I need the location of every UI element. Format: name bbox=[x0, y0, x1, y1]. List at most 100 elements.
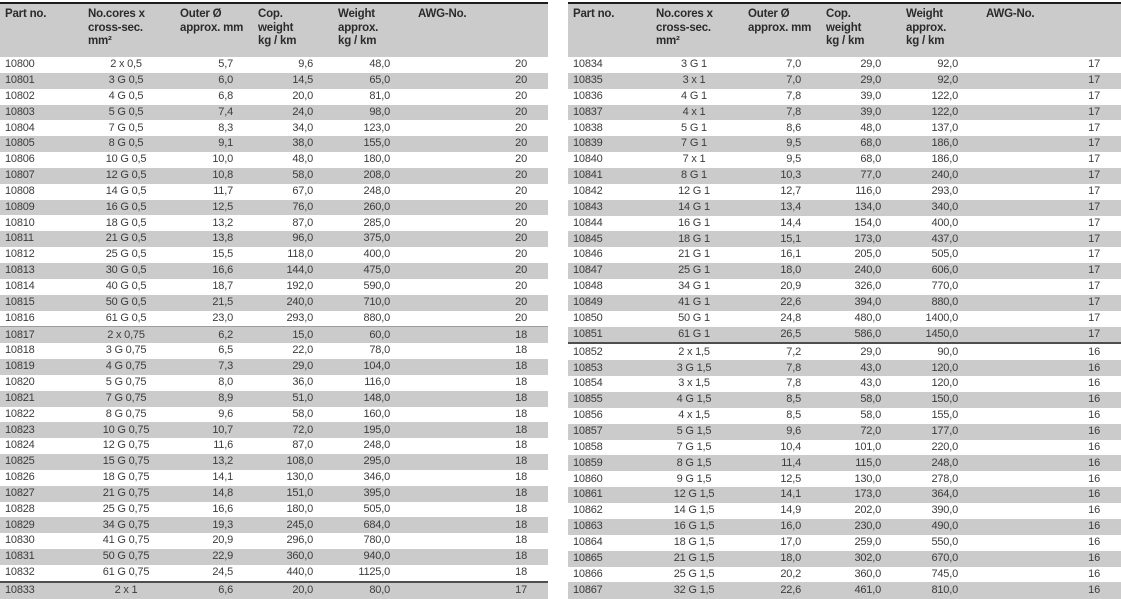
cell-cores-cross-sec: 12 G 0,5 bbox=[80, 167, 172, 184]
cell-awg-no: 20 bbox=[515, 248, 527, 261]
cell-weight-approx: 475,0 bbox=[330, 262, 410, 279]
cell-copper-weight: 118,0 bbox=[287, 248, 313, 261]
cell-outer-diameter: 6,5 bbox=[218, 344, 233, 357]
cell-cores-cross-sec: 50 G 0,75 bbox=[80, 549, 172, 565]
cell-copper-weight: 20,0 bbox=[292, 89, 313, 102]
cell-copper-weight: 116,0 bbox=[855, 185, 881, 198]
table-row: 10862 14 G 1,5 14,9 202,0 390,0 16 bbox=[568, 503, 1121, 519]
cell-part-no: 10860 bbox=[573, 472, 603, 485]
cell-part-no: 10847 bbox=[568, 263, 648, 280]
cell-copper-weight: 43,0 bbox=[860, 377, 881, 390]
cell-cores-cross-sec: 12 G 0,75 bbox=[102, 439, 150, 452]
cell-outer-diameter: 9,6 bbox=[740, 423, 818, 440]
cell-copper-weight: 259,0 bbox=[854, 535, 881, 548]
col-header-copper-weight: Cop. weight kg / km bbox=[250, 3, 330, 57]
cell-copper-weight: 151,0 bbox=[250, 485, 330, 502]
cell-outer-diameter: 19,3 bbox=[172, 517, 250, 534]
cell-part-no: 10844 bbox=[573, 216, 603, 229]
table-row: 10850 50 G 1 24,8 480,0 1400,0 17 bbox=[568, 311, 1121, 327]
cell-outer-diameter: 15,5 bbox=[212, 248, 233, 261]
cell-outer-diameter: 6,0 bbox=[172, 72, 250, 89]
table-row: 10802 4 G 0,5 6,8 20,0 81,0 20 bbox=[0, 89, 548, 105]
cell-cores-cross-sec: 40 G 0,5 bbox=[105, 279, 147, 292]
cell-part-no: 10863 bbox=[568, 518, 648, 535]
cell-awg-no: 20 bbox=[410, 136, 548, 153]
cell-awg-no: 17 bbox=[978, 136, 1121, 153]
cell-awg-no: 18 bbox=[410, 517, 548, 534]
cell-outer-diameter: 22,6 bbox=[740, 294, 818, 311]
cell-awg-no: 16 bbox=[978, 423, 1121, 440]
cell-awg-no: 16 bbox=[1088, 409, 1100, 422]
cell-cores-cross-sec: 25 G 1 bbox=[648, 263, 740, 280]
cell-awg-no: 20 bbox=[410, 167, 548, 184]
cell-weight-approx: 1450,0 bbox=[898, 326, 978, 344]
cell-cores-cross-sec: 3 x 1 bbox=[648, 72, 740, 89]
cell-cores-cross-sec: 5 G 1 bbox=[681, 121, 707, 134]
cell-cores-cross-sec: 32 G 1,5 bbox=[648, 582, 740, 599]
table-row: 10825 15 G 0,75 13,2 108,0 295,0 18 bbox=[0, 454, 548, 470]
cell-outer-diameter: 13,8 bbox=[172, 231, 250, 248]
cell-weight-approx: 400,0 bbox=[931, 216, 958, 229]
cell-awg-no: 16 bbox=[978, 392, 1121, 408]
cell-cores-cross-sec: 18 G 1 bbox=[648, 231, 740, 248]
cell-outer-diameter: 12,5 bbox=[172, 199, 250, 216]
cell-part-no: 10848 bbox=[573, 280, 603, 293]
cell-weight-approx: 122,0 bbox=[931, 89, 958, 102]
cell-awg-no: 18 bbox=[410, 390, 548, 407]
cell-weight-approx: 670,0 bbox=[898, 550, 978, 567]
cell-outer-diameter: 20,2 bbox=[780, 567, 801, 580]
cell-part-no: 10815 bbox=[0, 294, 80, 311]
table-row: 10831 50 G 0,75 22,9 360,0 940,0 18 bbox=[0, 549, 548, 565]
cell-cores-cross-sec: 4 x 1,5 bbox=[678, 409, 710, 422]
table-row: 10820 5 G 0,75 8,0 36,0 116,0 18 bbox=[0, 375, 548, 391]
cell-cores-cross-sec: 7 G 0,75 bbox=[80, 390, 172, 407]
cell-weight-approx: 160,0 bbox=[363, 407, 390, 420]
cell-copper-weight: 326,0 bbox=[854, 280, 881, 293]
cell-outer-diameter: 7,8 bbox=[786, 377, 801, 390]
cell-cores-cross-sec: 2 x 0,75 bbox=[80, 326, 172, 344]
table-row: 10813 30 G 0,5 16,6 144,0 475,0 20 bbox=[0, 262, 548, 279]
cell-outer-diameter: 26,5 bbox=[740, 326, 818, 344]
cell-awg-no: 18 bbox=[410, 326, 548, 344]
table-row: 10861 12 G 1,5 14,1 173,0 364,0 16 bbox=[568, 487, 1121, 504]
table-row: 10846 21 G 1 16,1 205,0 505,0 17 bbox=[568, 247, 1121, 263]
cell-awg-no: 16 bbox=[978, 487, 1121, 504]
cell-awg-no: 18 bbox=[515, 471, 527, 484]
cell-awg-no: 20 bbox=[515, 121, 527, 134]
cell-awg-no: 17 bbox=[1088, 121, 1100, 134]
table-row: 10829 34 G 0,75 19,3 245,0 684,0 18 bbox=[0, 517, 548, 534]
cell-outer-diameter: 18,7 bbox=[212, 279, 233, 292]
cell-cores-cross-sec: 61 G 1 bbox=[648, 326, 740, 344]
cell-weight-approx: 1125,0 bbox=[358, 566, 390, 579]
cell-part-no: 10851 bbox=[568, 326, 648, 344]
cell-cores-cross-sec: 25 G 1,5 bbox=[673, 567, 715, 580]
cell-weight-approx: 240,0 bbox=[898, 168, 978, 184]
cell-outer-diameter: 8,6 bbox=[786, 121, 801, 134]
table-row: 10816 61 G 0,5 23,0 293,0 880,0 20 bbox=[0, 311, 548, 327]
table-row: 10858 7 G 1,5 10,4 101,0 220,0 16 bbox=[568, 440, 1121, 456]
cell-outer-diameter: 16,0 bbox=[740, 518, 818, 535]
header-label: kg / km bbox=[826, 35, 865, 47]
cell-cores-cross-sec: 16 G 1,5 bbox=[648, 518, 740, 535]
table-row: 10806 10 G 0,5 10,0 48,0 180,0 20 bbox=[0, 152, 548, 168]
cell-weight-approx: 346,0 bbox=[363, 471, 390, 484]
cell-awg-no: 18 bbox=[410, 549, 548, 565]
table-row: 10824 12 G 0,75 11,6 87,0 248,0 18 bbox=[0, 438, 548, 454]
table-row: 10812 25 G 0,5 15,5 118,0 400,0 20 bbox=[0, 247, 548, 263]
cell-part-no: 10843 bbox=[568, 199, 648, 216]
cell-part-no: 10849 bbox=[568, 294, 648, 311]
cell-outer-diameter: 14,8 bbox=[172, 485, 250, 502]
cell-weight-approx: 295,0 bbox=[330, 454, 410, 470]
cell-weight-approx: 490,0 bbox=[898, 518, 978, 535]
col-header-part-no: Part no. bbox=[0, 3, 80, 57]
cell-cores-cross-sec: 7 G 0,5 bbox=[108, 121, 144, 134]
cell-cores-cross-sec: 21 G 1 bbox=[678, 248, 710, 261]
cell-cores-cross-sec: 61 G 0,5 bbox=[105, 311, 147, 324]
header-label: Weight bbox=[338, 8, 375, 20]
table-row: 10857 5 G 1,5 9,6 72,0 177,0 16 bbox=[568, 423, 1121, 440]
cell-cores-cross-sec: 5 G 0,75 bbox=[105, 376, 147, 389]
cell-weight-approx: 278,0 bbox=[931, 472, 958, 485]
cell-outer-diameter: 7,8 bbox=[740, 104, 818, 121]
cell-part-no: 10856 bbox=[573, 409, 603, 422]
